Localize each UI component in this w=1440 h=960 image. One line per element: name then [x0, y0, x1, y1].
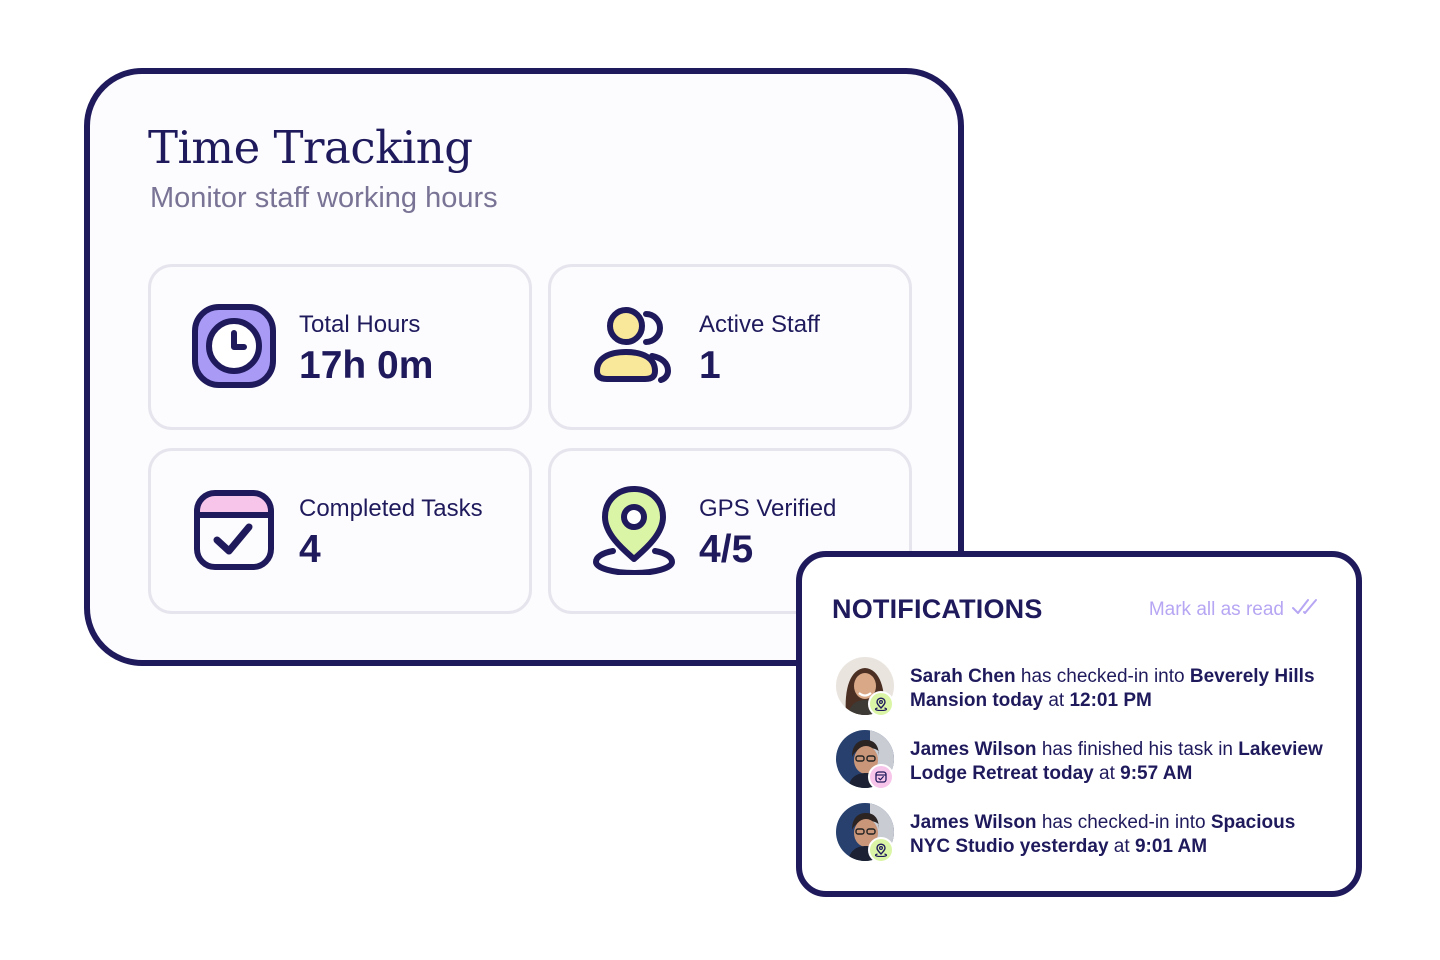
- notification-text: James Wilson has finished his task in La…: [910, 738, 1340, 786]
- stat-value: 4/5: [699, 528, 754, 571]
- notification-action: has finished his task in: [1041, 739, 1233, 760]
- notifications-title: NOTIFICATIONS: [832, 594, 1043, 624]
- notification-when: today: [1043, 763, 1094, 784]
- notification-person: Sarah Chen: [910, 666, 1016, 687]
- notification-at: at: [1099, 763, 1115, 784]
- notification-person: James Wilson: [910, 812, 1037, 833]
- stat-card-active-staff[interactable]: Active Staff 1: [548, 264, 912, 430]
- gps-pin-icon: [868, 691, 894, 717]
- notification-action: has checked-in into: [1041, 812, 1206, 833]
- notification-action: has checked-in into: [1020, 666, 1185, 687]
- stat-label: Total Hours: [299, 311, 421, 338]
- notification-location: Lakeview Lodge Retreat: [910, 739, 1323, 784]
- mark-all-read-label: Mark all as read: [1148, 598, 1284, 620]
- notifications-panel: NOTIFICATIONS Mark all as read: [796, 551, 1362, 897]
- gps-pin-icon: [868, 837, 894, 863]
- double-check-icon: [1292, 597, 1318, 622]
- notification-person: James Wilson: [910, 739, 1037, 760]
- notification-time: 9:57 AM: [1120, 763, 1193, 784]
- calendar-check-icon: [189, 485, 279, 575]
- notification-when: today: [992, 690, 1044, 711]
- clock-icon: [189, 301, 279, 391]
- page-subtitle: Monitor staff working hours: [150, 182, 498, 214]
- stat-label: Completed Tasks: [299, 495, 483, 522]
- mark-all-read-button[interactable]: Mark all as read: [1149, 597, 1318, 622]
- notification-item[interactable]: James Wilson has checked-in into Spaciou…: [832, 803, 1332, 863]
- notification-time: 9:01 AM: [1134, 836, 1208, 857]
- notification-item[interactable]: James Wilson has finished his task in La…: [832, 730, 1332, 790]
- notification-location: Spacious NYC Studio: [910, 812, 1296, 857]
- task-calendar-icon: [868, 764, 894, 790]
- stat-label: GPS Verified: [699, 495, 837, 522]
- users-icon: [589, 301, 679, 391]
- stat-value: 1: [699, 344, 721, 387]
- notification-time: 12:01 PM: [1069, 690, 1152, 711]
- stat-card-total-hours[interactable]: Total Hours 17h 0m: [148, 264, 532, 430]
- page-title: Time Tracking: [148, 121, 473, 174]
- stat-label: Active Staff: [699, 311, 820, 338]
- map-pin-icon: [589, 485, 679, 575]
- notification-at: at: [1048, 690, 1065, 711]
- notification-text: Sarah Chen has checked-in into Beverely …: [910, 665, 1340, 713]
- notification-item[interactable]: Sarah Chen has checked-in into Beverely …: [832, 657, 1332, 717]
- stat-value: 4: [299, 528, 321, 571]
- time-tracking-card: Time Tracking Monitor staff working hour…: [84, 68, 964, 666]
- notification-when: yesterday: [1019, 836, 1109, 857]
- stat-value: 17h 0m: [299, 344, 434, 387]
- notification-location: Beverely Hills Mansion: [910, 666, 1315, 711]
- notification-text: James Wilson has checked-in into Spaciou…: [910, 811, 1340, 859]
- stat-card-completed-tasks[interactable]: Completed Tasks 4: [148, 448, 532, 614]
- notification-at: at: [1113, 836, 1130, 857]
